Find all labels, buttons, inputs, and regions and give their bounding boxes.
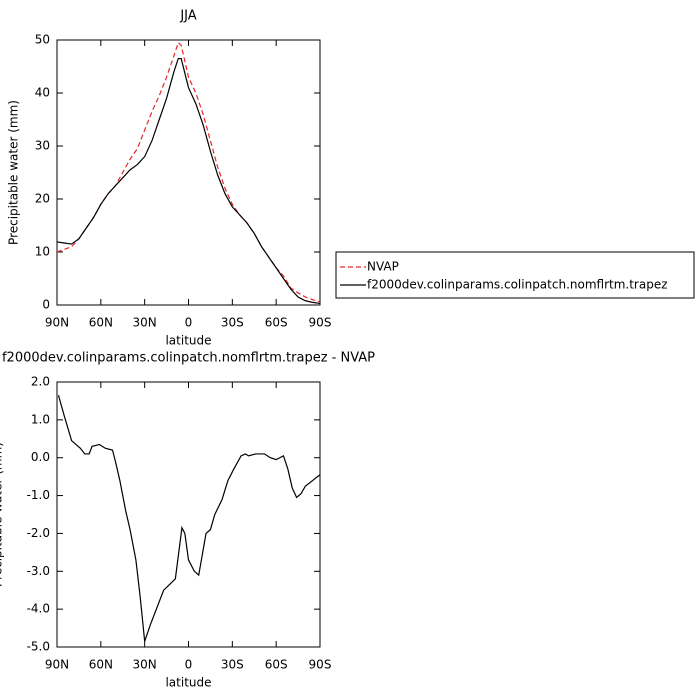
y-tick-label: -5.0 [27,640,50,654]
y-tick-label: 40 [35,86,50,100]
y-axis-label: Precipitable water (mm) [7,100,21,245]
x-tick-label: 30N [133,658,157,672]
chart-title: JJA [179,9,196,24]
y-tick-label: 50 [35,33,50,47]
data-line [57,395,321,642]
x-tick-label: 90N [45,316,69,330]
x-axis-label: latitude [165,334,211,348]
y-tick-label: 0.0 [31,450,50,464]
y-tick-label: 20 [35,192,50,206]
x-tick-label: 30S [221,316,244,330]
legend-label: f2000dev.colinparams.colinpatch.nomflrtm… [367,278,668,292]
y-tick-label: 2.0 [31,375,50,389]
legend-box [335,251,695,299]
data-line [56,41,321,303]
plot-frame [56,381,321,648]
chart-title: f2000dev.colinparams.colinpatch.nomflrtm… [2,351,375,366]
x-tick-label: 30S [221,658,244,672]
y-tick-label: -2.0 [27,526,50,540]
y-tick-label: 10 [35,245,50,259]
y-tick-label: -4.0 [27,602,50,616]
y-axis-label: Precipitable water (mm) [0,442,5,587]
y-tick-label: 30 [35,139,50,153]
y-tick-label: -3.0 [27,564,50,578]
x-tick-label: 60S [265,658,288,672]
plot-frame [56,39,321,306]
data-line [56,57,321,305]
x-tick-label: 60N [89,316,113,330]
y-tick-label: 0 [42,298,50,312]
x-tick-label: 60S [265,316,288,330]
x-tick-label: 90S [309,658,332,672]
x-tick-label: 0 [185,658,193,672]
y-tick-label: -1.0 [27,488,50,502]
x-axis-label: latitude [165,676,211,690]
x-tick-label: 90S [309,316,332,330]
legend-label: NVAP [367,260,399,274]
x-tick-label: 30N [133,316,157,330]
x-tick-label: 90N [45,658,69,672]
y-tick-label: 1.0 [31,412,50,426]
x-tick-label: 0 [185,316,193,330]
x-tick-label: 60N [89,658,113,672]
